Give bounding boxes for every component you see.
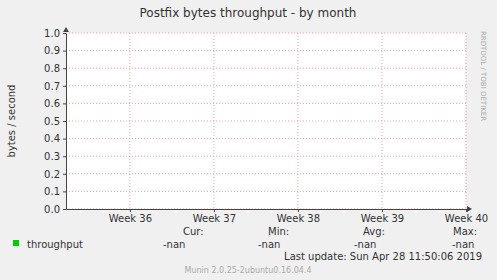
grid-line: [66, 138, 466, 139]
tick-label: 0.3: [44, 151, 60, 162]
tick-label: 0.9: [44, 45, 60, 56]
tick-mark: [63, 209, 66, 210]
grid-line: [129, 33, 130, 209]
tick: 0.7: [44, 81, 66, 92]
grid-line: [66, 209, 466, 210]
tick-mark: [63, 33, 66, 34]
tick-label: Week 37: [193, 213, 236, 224]
grid-line: [66, 191, 466, 192]
tick-mark: [63, 174, 66, 175]
tick-mark: [382, 209, 383, 212]
tick-mark: [63, 156, 66, 157]
footer: Munin 2.0.25-2ubuntu0.16.04.4: [185, 266, 312, 275]
grid-line: [213, 33, 214, 209]
tick-mark: [63, 103, 66, 104]
watermark: RRDTOOL / TOBI OETIKER: [479, 31, 487, 121]
legend-header: Cur:: [183, 226, 204, 237]
tick-mark: [63, 68, 66, 69]
tick-label: 0.1: [44, 186, 60, 197]
tick: 0.0: [44, 204, 66, 215]
tick: 0.9: [44, 45, 66, 56]
legend-header: Max:: [453, 226, 477, 237]
grid-line: [66, 121, 466, 122]
axis-line: [66, 34, 67, 210]
grid-line: [66, 156, 466, 157]
grid-line: [66, 33, 466, 34]
tick-mark: [466, 209, 467, 212]
tick: Week 36: [109, 209, 152, 224]
axis-line: [67, 209, 467, 210]
tick: 0.6: [44, 98, 66, 109]
tick-mark: [63, 121, 66, 122]
legend-value: -nan: [354, 239, 376, 250]
axis-arrow: [467, 206, 472, 212]
legend-value: -nan: [163, 239, 185, 250]
tick-label: 0.8: [44, 63, 60, 74]
tick: 0.5: [44, 116, 66, 127]
tick: 0.8: [44, 63, 66, 74]
title: Postfix bytes throughput - by month: [140, 6, 357, 20]
tick-label: Week 36: [109, 213, 152, 224]
tick: 0.3: [44, 151, 66, 162]
tick-label: 0.5: [44, 116, 60, 127]
tick: Week 40: [445, 209, 488, 224]
axis-arrow: [63, 27, 69, 32]
grid-line: [66, 103, 466, 104]
chart: 0.0 0.1 0.2 0.3 0.4 0.5 0.6 0.7 0.8 0.9 1.0 Week 36…: [0, 0, 497, 280]
tick: Week 38: [277, 209, 320, 224]
tick-mark: [298, 209, 299, 212]
legend-header: Min:: [268, 226, 289, 237]
grid-line: [66, 68, 466, 69]
y-axis: 0.0 0.1 0.2 0.3 0.4 0.5 0.6 0.7 0.8 0.9 1.0: [44, 28, 66, 215]
tick: 1.0: [44, 28, 66, 39]
grid-line: [297, 33, 298, 209]
grid-line: [66, 50, 466, 51]
tick-label: Week 40: [445, 213, 488, 224]
tick-mark: [63, 191, 66, 192]
tick-label: Week 39: [361, 213, 404, 224]
tick-mark: [63, 86, 66, 87]
grid-line: [381, 33, 382, 209]
legend-header: Avg:: [363, 226, 385, 237]
last-update: Last update: Sun Apr 28 11:50:06 2019: [284, 251, 482, 262]
tick: 0.1: [44, 186, 66, 197]
tick-mark: [63, 139, 66, 140]
tick: Week 39: [361, 209, 404, 224]
tick-label: 0.0: [44, 204, 60, 215]
tick: 0.2: [44, 169, 66, 180]
background: [0, 0, 497, 280]
tick-mark: [214, 209, 215, 212]
tick-label: 0.7: [44, 81, 60, 92]
legend-label: throughput: [27, 239, 83, 250]
x-axis: Week 36 Week 37 Week 38 Week 39 Week 40: [67, 209, 489, 224]
tick-mark: [63, 51, 66, 52]
tick-label: 0.6: [44, 98, 60, 109]
grid: [66, 33, 466, 209]
tick-label: 0.4: [44, 133, 60, 144]
legend-swatch: [13, 240, 19, 246]
grid-line: [66, 173, 466, 174]
grid-line: [66, 85, 466, 86]
tick: Week 37: [193, 209, 236, 224]
plot-area: [66, 33, 466, 209]
tick-mark: [130, 209, 131, 212]
tick-label: Week 38: [277, 213, 320, 224]
grid-line: [466, 33, 467, 209]
legend-value: -nan: [452, 239, 474, 250]
y-axis-title: bytes / second: [6, 85, 17, 158]
tick-label: 1.0: [44, 28, 60, 39]
tick: 0.4: [44, 133, 66, 144]
legend-value: -nan: [258, 239, 280, 250]
tick-label: 0.2: [44, 169, 60, 180]
